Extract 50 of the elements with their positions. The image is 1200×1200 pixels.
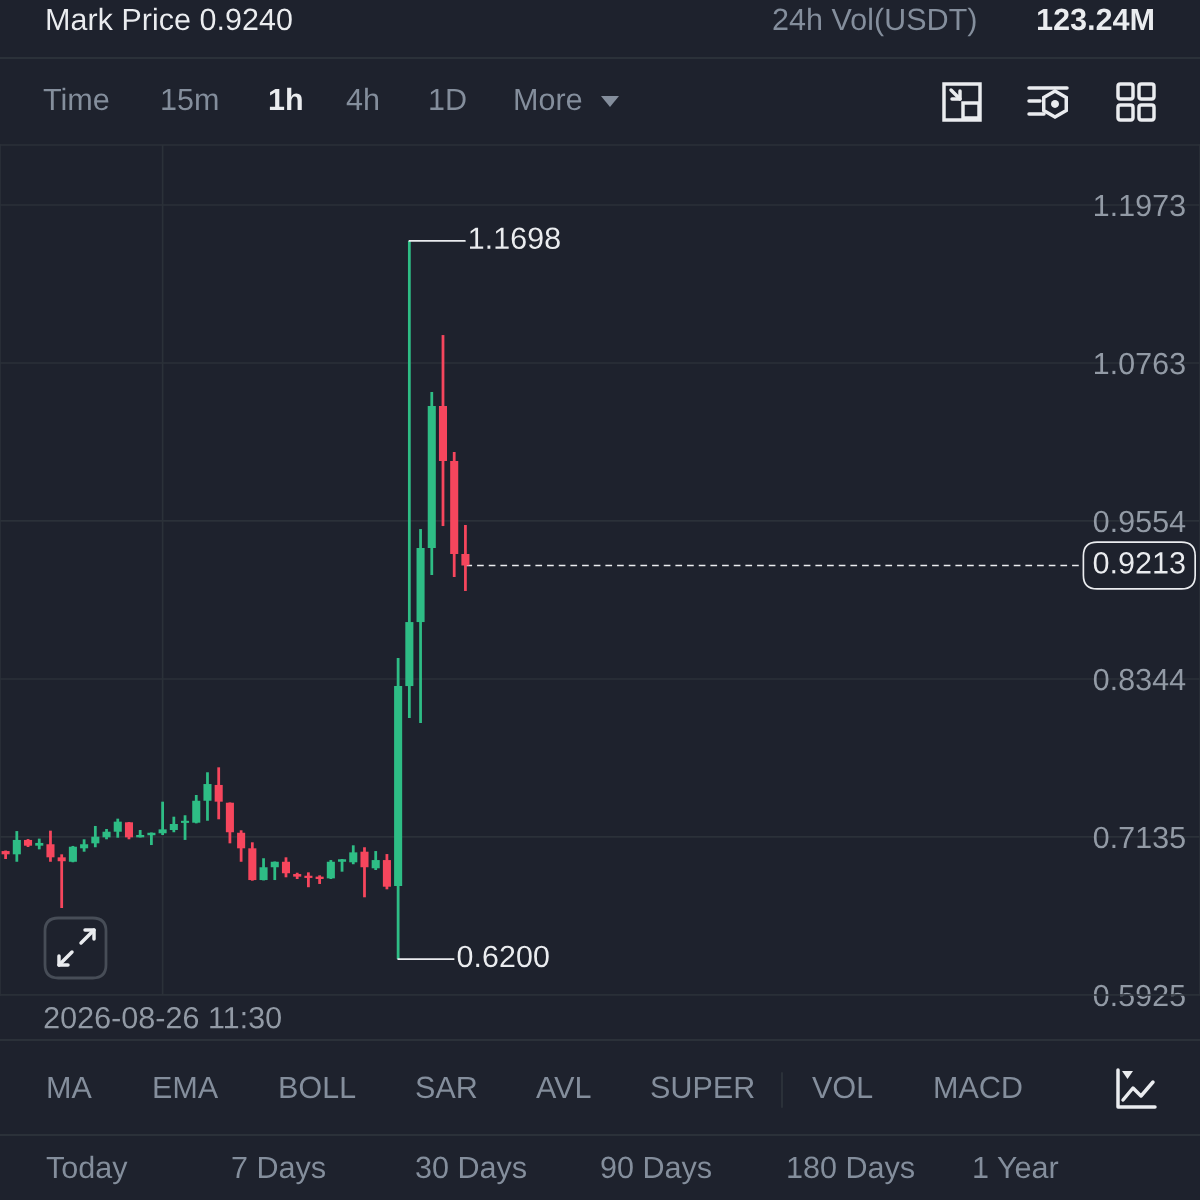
text: 123.24M <box>1038 8 1153 31</box>
text: MACD <box>935 1076 1022 1099</box>
candlestick <box>326 858 335 881</box>
text: 1h <box>269 87 302 110</box>
text: 1 Year <box>974 1156 1059 1179</box>
candlestick <box>181 813 190 842</box>
text: BOLL <box>280 1076 356 1099</box>
text: EMA <box>154 1076 219 1098</box>
candlestick <box>57 852 66 910</box>
text: Time <box>43 87 109 111</box>
candlestick <box>113 817 122 840</box>
y-tick-label: 0.8344 <box>1093 668 1186 691</box>
candlestick <box>270 860 279 882</box>
text: 1D <box>430 88 466 110</box>
text: Mark Price 0.9240 <box>47 7 292 31</box>
candlestick <box>12 829 21 864</box>
candlestick <box>214 765 223 821</box>
candlestick <box>192 793 201 825</box>
text: 24h Vol(USDT) <box>773 7 976 37</box>
candlestick <box>237 828 246 864</box>
text: Today <box>46 1155 128 1185</box>
text: MA <box>48 1076 92 1098</box>
text: 7 Days <box>232 1156 325 1185</box>
y-tick-label: 0.7135 <box>1093 826 1185 849</box>
text: 90 Days <box>601 1156 711 1185</box>
candlestick <box>281 855 291 879</box>
candlestick <box>203 770 212 823</box>
candlestick <box>158 800 167 837</box>
y-tick-label: 0.9554 <box>1093 510 1186 533</box>
text: More <box>515 88 582 111</box>
ref-line-label: 0.9213 <box>1093 552 1185 574</box>
x-tick-label: 2026-08-26 11:30 <box>44 1006 281 1029</box>
text: SUPER <box>651 1076 754 1099</box>
candlestick <box>46 829 55 864</box>
text: 180 Days <box>788 1156 914 1185</box>
text: 30 Days <box>416 1156 526 1185</box>
annotation: 1.1698 <box>470 227 560 250</box>
annotation: 0.6200 <box>457 945 549 968</box>
y-tick-label: 1.0763 <box>1094 352 1185 375</box>
candlestick <box>349 843 358 866</box>
text: AVL <box>536 1076 591 1098</box>
candlestick <box>360 845 369 899</box>
y-tick-label: 0.5925 <box>1093 984 1185 1007</box>
candlestick <box>461 523 470 593</box>
text: SAR <box>416 1076 477 1099</box>
text: VOL <box>812 1076 873 1099</box>
text: 15m <box>162 88 218 111</box>
y-tick-label: 1.1973 <box>1094 194 1185 217</box>
text: 4h <box>346 87 378 110</box>
candlestick <box>371 849 380 872</box>
